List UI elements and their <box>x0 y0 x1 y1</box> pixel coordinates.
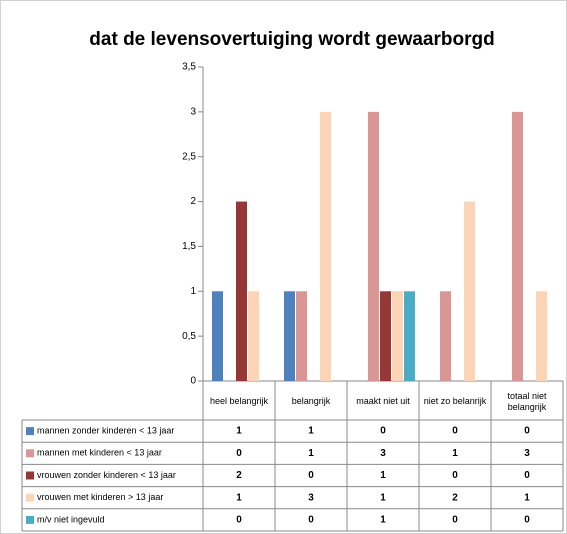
table-value: 3 <box>380 448 386 459</box>
table-value: 1 <box>308 448 314 459</box>
bar <box>404 291 415 381</box>
bar <box>380 291 391 381</box>
legend-swatch <box>26 471 34 480</box>
table-value: 1 <box>380 470 386 481</box>
table-value: 1 <box>524 492 530 503</box>
bar <box>248 291 259 381</box>
y-tick-label: 3 <box>190 106 196 117</box>
bar <box>464 201 475 381</box>
legend-label: vrouwen met kinderen > 13 jaar <box>37 492 163 502</box>
legend-label: mannen met kinderen < 13 jaar <box>37 448 162 458</box>
legend-swatch <box>26 449 34 458</box>
table-value: 0 <box>452 426 458 437</box>
table-value: 1 <box>452 448 458 459</box>
table-value: 2 <box>236 470 242 481</box>
table-value: 0 <box>452 470 458 481</box>
table-value: 0 <box>236 448 242 459</box>
bar <box>320 111 331 381</box>
category-header: maakt niet uit <box>356 396 410 406</box>
bar <box>284 291 295 381</box>
x-tick-label: heel belangrijk <box>209 396 269 406</box>
bar <box>440 291 451 381</box>
table-value: 1 <box>236 492 242 503</box>
category-header: heel belangrijk <box>209 396 269 406</box>
legend-swatch <box>26 515 34 524</box>
category-header: belangrijk <box>291 396 331 406</box>
table-value: 1 <box>236 426 242 437</box>
bar <box>236 201 247 381</box>
bar <box>536 291 547 381</box>
y-tick-label: 0 <box>190 376 196 387</box>
y-tick-label: 0,5 <box>182 331 196 342</box>
table-value: 2 <box>452 492 458 503</box>
category-header: niet zo belanrijk <box>423 396 487 406</box>
table-value: 0 <box>452 515 458 526</box>
table-value: 0 <box>308 515 314 526</box>
chart-title: dat de levensovertuiging wordt gewaarbor… <box>89 29 494 50</box>
table-value: 0 <box>236 515 242 526</box>
x-tick-label: totaal niet belangrijk <box>507 390 547 412</box>
table-value: 0 <box>524 470 530 481</box>
legend-swatch <box>26 493 34 502</box>
bar <box>392 291 403 381</box>
category-header: totaal niet belangrijk <box>507 390 547 412</box>
table-value: 0 <box>524 426 530 437</box>
table-value: 0 <box>524 515 530 526</box>
table-value: 0 <box>380 426 386 437</box>
legend-label: mannen zonder kinderen < 13 jaar <box>37 425 174 435</box>
x-tick-label: belangrijk <box>291 396 331 406</box>
table-value: 0 <box>308 470 314 481</box>
legend-label: m/v niet ingevuld <box>37 514 105 524</box>
legend-swatch <box>26 427 34 436</box>
table-value: 1 <box>380 515 386 526</box>
x-tick-label: maakt niet uit <box>356 396 410 406</box>
y-tick-label: 3,5 <box>182 62 196 73</box>
bar <box>368 111 379 381</box>
y-tick-label: 2,5 <box>182 151 196 162</box>
bar <box>212 291 223 381</box>
bar <box>512 111 523 381</box>
table-value: 3 <box>308 492 314 503</box>
table-value: 1 <box>380 492 386 503</box>
y-tick-label: 1,5 <box>182 241 196 252</box>
legend-label: vrouwen zonder kinderen < 13 jaar <box>37 470 176 480</box>
bar <box>296 291 307 381</box>
table-value: 1 <box>308 426 314 437</box>
x-tick-label: niet zo belanrijk <box>423 396 487 406</box>
table-value: 3 <box>524 448 530 459</box>
y-tick-label: 1 <box>190 286 196 297</box>
y-tick-label: 2 <box>190 196 196 207</box>
